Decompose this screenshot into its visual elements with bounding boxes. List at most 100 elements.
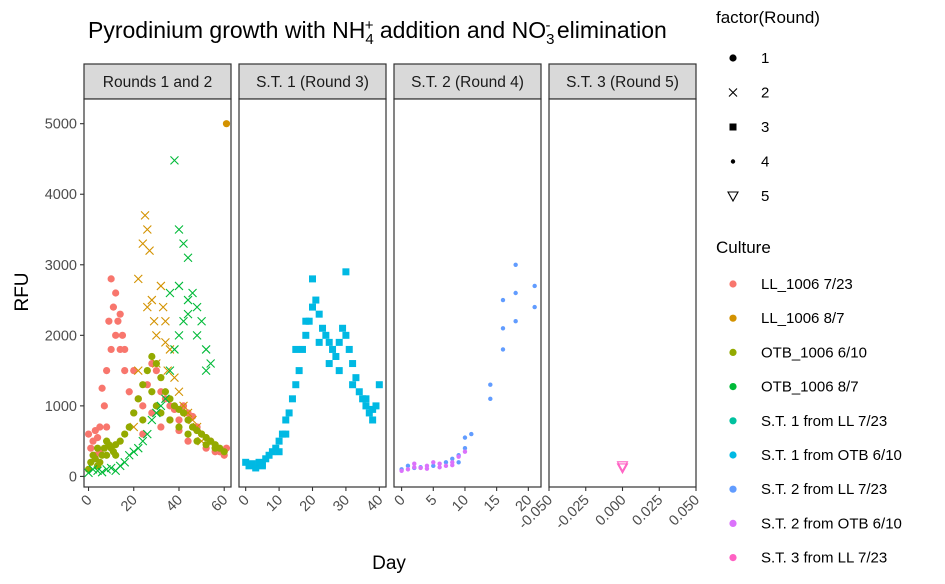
data-point [302, 317, 310, 325]
facet-panel: Rounds 1 and 2 0 20 40 60 [79, 63, 232, 515]
title-part: Pyrodinium growth with NH [88, 17, 365, 43]
x-tick-label: 0 [236, 492, 253, 509]
data-point [325, 360, 333, 368]
legend-culture-label: LL_1006 7/23 [761, 276, 853, 293]
data-point [352, 374, 360, 382]
data-points [84, 120, 629, 478]
data-point [272, 444, 280, 452]
data-point [133, 274, 143, 284]
legend-culture-label: S.T. 2 from LL 7/23 [761, 481, 887, 498]
x-tick-label: 40 [364, 492, 387, 515]
data-point [335, 367, 343, 375]
data-point [129, 447, 139, 457]
data-point [175, 423, 183, 431]
data-point [157, 423, 165, 431]
legend-culture: Culture LL_1006 7/23 LL_1006 8/7 OTB_1006 6… [716, 238, 902, 567]
legend-culture-key [729, 485, 737, 493]
data-point [355, 388, 363, 396]
x-tick-label: 40 [163, 492, 186, 515]
x-tick-label: 10 [263, 492, 286, 515]
data-point [242, 458, 250, 466]
data-point [443, 460, 449, 465]
data-point [103, 367, 111, 375]
legend-culture-label: S.T. 1 from OTB 6/10 [761, 447, 902, 464]
data-point [139, 402, 147, 410]
x-tick-label: 5 [423, 492, 440, 509]
data-point [188, 288, 197, 298]
data-point [125, 388, 133, 396]
data-point [152, 359, 160, 368]
data-point [93, 444, 102, 452]
data-point [170, 373, 179, 383]
data-point [197, 316, 206, 326]
data-point [139, 430, 147, 438]
data-point [322, 331, 330, 339]
data-point [100, 402, 108, 410]
y-axis-label: RFU [12, 272, 33, 311]
data-point [96, 458, 104, 466]
data-point [298, 345, 306, 353]
plot-panel [238, 98, 387, 488]
data-point [469, 431, 474, 437]
data-point [121, 367, 129, 375]
data-point [342, 268, 350, 276]
data-point [462, 449, 468, 454]
legend-culture-key [729, 348, 737, 356]
data-point [140, 211, 150, 220]
x-tick-label: 30 [330, 492, 353, 515]
x-tick-label: 0 [392, 492, 409, 509]
legend-culture-key [729, 383, 737, 391]
data-point [96, 423, 104, 431]
legend-round-label: 3 [761, 119, 769, 136]
data-point [418, 465, 423, 471]
data-point [87, 444, 95, 452]
data-point [201, 366, 211, 375]
data-point [174, 387, 184, 397]
x-tick-label: 0.050 [666, 492, 703, 529]
data-point [174, 225, 184, 234]
data-point [206, 359, 216, 368]
y-tick-label: 0 [69, 469, 77, 485]
data-point [456, 454, 461, 459]
data-point [345, 345, 353, 353]
data-point [142, 302, 152, 312]
data-point [192, 302, 202, 312]
data-point [93, 434, 102, 442]
title-part: 4 [365, 31, 373, 48]
data-point [103, 451, 111, 459]
data-point [513, 262, 518, 267]
legend-culture-label: S.T. 2 from OTB 6/10 [761, 515, 902, 532]
data-point [183, 309, 193, 319]
data-point [315, 338, 323, 346]
data-point [329, 345, 337, 353]
y-tick-label: 1000 [45, 399, 77, 415]
data-point [163, 366, 173, 375]
x-tick-label: -0.025 [552, 492, 592, 532]
data-point [84, 430, 93, 438]
data-point [325, 338, 333, 346]
data-point [292, 345, 300, 353]
legend-round-key [728, 88, 738, 97]
data-point [165, 366, 175, 375]
legend-culture-key [729, 417, 737, 425]
data-point [157, 374, 165, 382]
data-point [134, 395, 142, 403]
legend-culture-label: LL_1006 8/7 [761, 310, 844, 327]
data-point [339, 324, 347, 332]
data-point [161, 388, 170, 396]
data-point [220, 448, 228, 456]
data-point [319, 324, 327, 332]
data-point [121, 430, 129, 438]
data-point [118, 331, 127, 339]
title-part: + [365, 17, 374, 34]
data-point [405, 463, 411, 469]
data-point [375, 381, 383, 389]
data-point [139, 416, 147, 424]
data-point [332, 352, 340, 360]
facet-strip [548, 63, 697, 100]
data-point [139, 381, 147, 389]
data-point [315, 310, 323, 318]
data-point [488, 382, 493, 387]
data-point [532, 283, 537, 289]
y-tick-label: 3000 [45, 258, 77, 274]
